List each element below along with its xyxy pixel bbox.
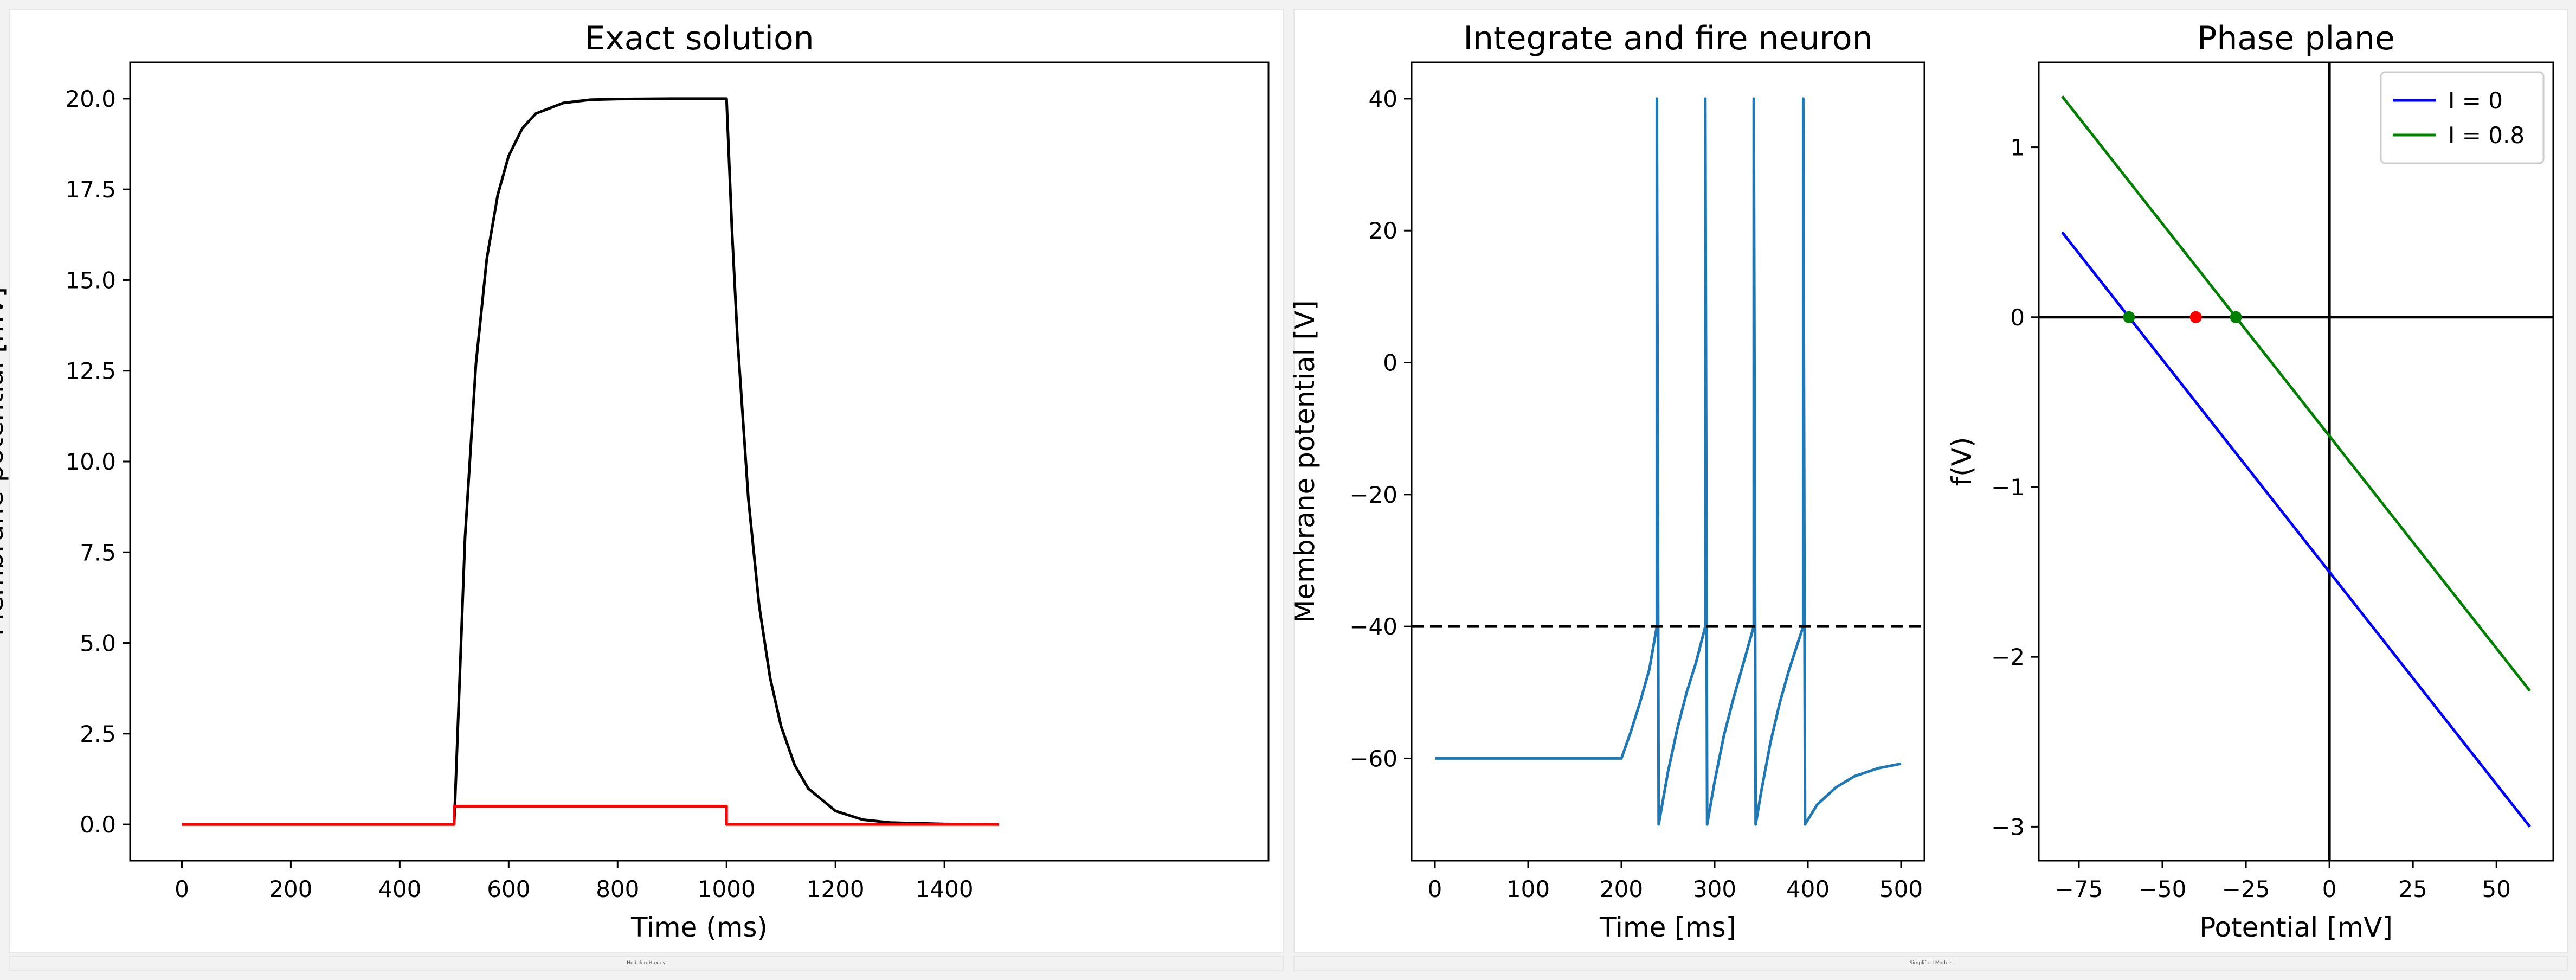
chart2-xlabel: Potential [mV] — [2199, 912, 2393, 943]
chart0-frame — [129, 61, 1270, 862]
chart1-ytick-label: −60 — [1349, 745, 1398, 772]
chart0-title: Exact solution — [584, 20, 814, 57]
chart1-ylabel: Membrane potential [V] — [1289, 300, 1321, 623]
chart2-ytick-label: −2 — [1991, 644, 2025, 670]
chart0-xtick-label: 800 — [596, 876, 639, 902]
chart2-point-2 — [2230, 311, 2242, 323]
chart1-xtick-label: 500 — [1879, 876, 1923, 902]
chart2-xtick-label: 0 — [2322, 876, 2337, 902]
chart0-xtick-label: 600 — [487, 876, 530, 902]
chart2-xtick-label: −25 — [2222, 876, 2270, 902]
chart2-ytick-label: 0 — [2010, 304, 2025, 331]
chart0-xtick-label: 200 — [269, 876, 312, 902]
chart0-ylabel: Membrane potential [mV] — [0, 287, 9, 636]
chart2-series-0 — [2061, 231, 2531, 828]
chart1-xtick-label: 0 — [1428, 876, 1442, 902]
chart0-ytick-label: 17.5 — [65, 176, 116, 203]
chart2-legend-label-1: I = 0.8 — [2448, 122, 2525, 149]
chart2-xtick-label: −50 — [2139, 876, 2187, 902]
chart0-ytick-label: 15.0 — [65, 267, 116, 293]
panel-simplified-models — [1293, 9, 2568, 953]
chart0-xtick-label: 0 — [175, 876, 189, 902]
chart2-point-0 — [2123, 311, 2135, 323]
chart1-xtick-label: 100 — [1506, 876, 1550, 902]
chart1-ytick-label: 0 — [1383, 350, 1398, 376]
chart2-ytick-label: −3 — [1991, 814, 2025, 840]
chart2-title: Phase plane — [2197, 20, 2395, 57]
chart1-ytick-label: −40 — [1349, 613, 1398, 640]
chart1-xtick-label: 200 — [1600, 876, 1643, 902]
chart0-ytick-label: 2.5 — [80, 721, 116, 747]
panel-hodgkin-huxley — [9, 9, 1284, 953]
panel-caption-simplified-models: Simplified Models — [1293, 956, 2568, 971]
chart2-legend — [2380, 71, 2545, 164]
chart1-xlabel: Time [ms] — [1599, 912, 1736, 943]
chart2-xtick-label: −75 — [2055, 876, 2103, 902]
chart2-legend-label-0: I = 0 — [2448, 87, 2503, 114]
chart2-series-1 — [2061, 95, 2531, 692]
chart0-ytick-label: 12.5 — [65, 358, 116, 385]
chart0-xtick-label: 1200 — [807, 876, 865, 902]
chart1-xtick-label: 300 — [1693, 876, 1736, 902]
chart1-title: Integrate and fire neuron — [1463, 20, 1872, 57]
chart0-xtick-label: 400 — [378, 876, 421, 902]
chart2-xtick-label: 25 — [2398, 876, 2427, 902]
chart1-frame — [1411, 61, 1925, 862]
panel-caption-hodgkin-huxley: Hodgkin-Huxley — [9, 956, 1284, 971]
chart0-series-2 — [182, 805, 999, 826]
chart2-ytick-label: −1 — [1991, 474, 2025, 501]
chart1-ytick-label: 20 — [1369, 217, 1398, 244]
chart1-series-0 — [1435, 97, 1902, 826]
chart0-series-1 — [182, 97, 999, 826]
chart1-ytick-label: −20 — [1349, 482, 1398, 508]
chart0-ytick-label: 5.0 — [80, 630, 116, 657]
chart0-ytick-label: 10.0 — [65, 449, 116, 475]
chart2-frame — [2038, 61, 2554, 862]
chart2-ylabel: f(V) — [1946, 437, 1978, 486]
chart0-xlabel: Time (ms) — [630, 912, 768, 943]
chart1-xtick-label: 400 — [1786, 876, 1830, 902]
chart2-ytick-label: 1 — [2010, 134, 2025, 161]
chart1-ytick-label: 40 — [1369, 86, 1398, 112]
chart0-ytick-label: 20.0 — [65, 86, 116, 112]
chart2-point-1 — [2189, 311, 2202, 323]
chart0-series-0 — [182, 97, 999, 826]
chart2-xtick-label: 50 — [2482, 876, 2511, 902]
chart0-xtick-label: 1000 — [698, 876, 756, 902]
chart0-xtick-label: 1400 — [916, 876, 974, 902]
chart0-ytick-label: 0.0 — [80, 811, 116, 838]
chart0-ytick-label: 7.5 — [80, 539, 116, 566]
